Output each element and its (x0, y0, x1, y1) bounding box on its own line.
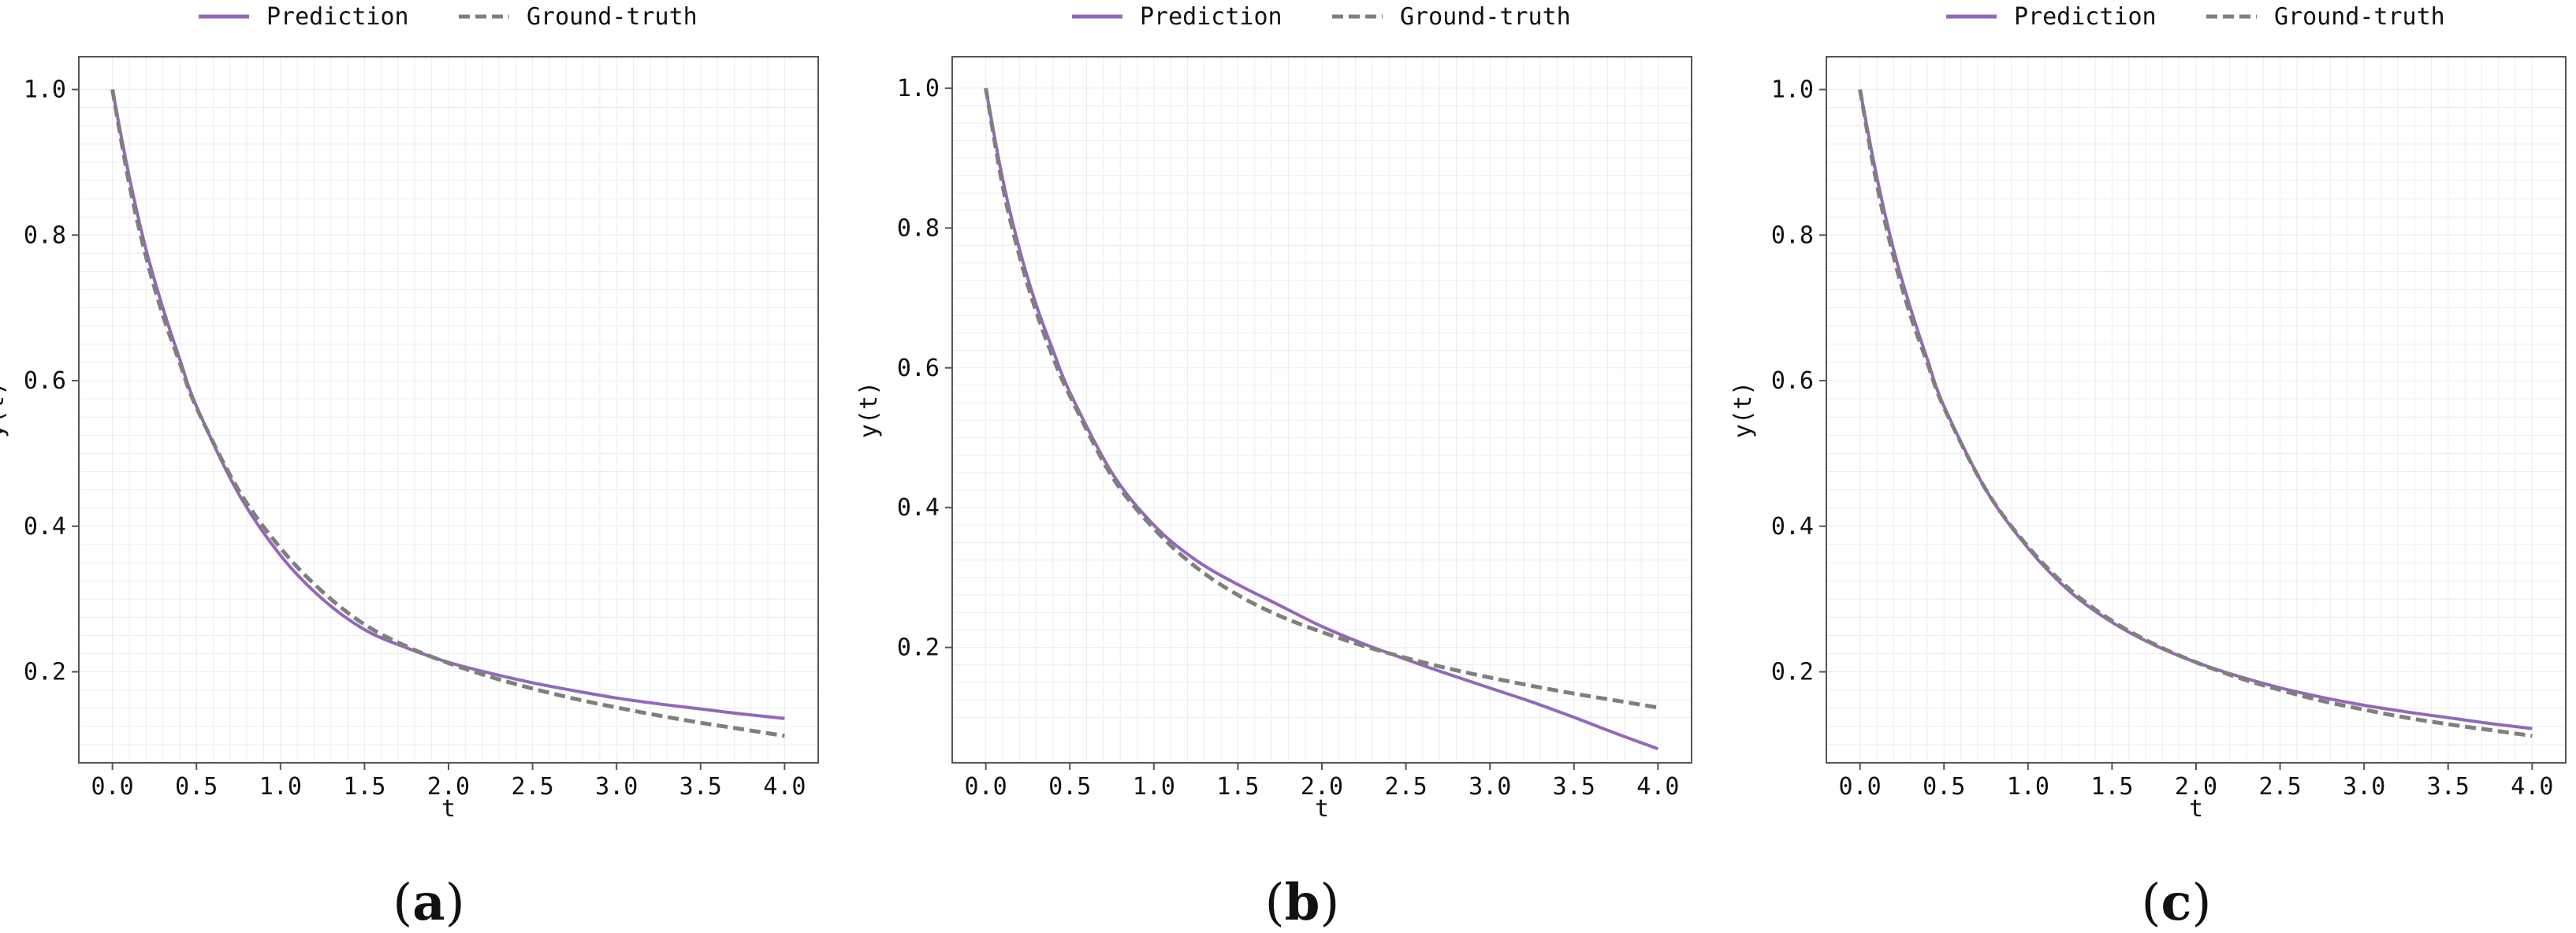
x-tick-label: 0.0 (1839, 773, 1882, 801)
x-tick-label: 1.5 (2090, 773, 2133, 801)
x-tick-label: 3.5 (679, 773, 722, 801)
x-tick-label: 2.5 (1384, 773, 1427, 801)
x-tick-label: 1.5 (343, 773, 385, 801)
y-tick-label: 1.0 (1771, 76, 1814, 104)
x-tick-label: 2.0 (1301, 773, 1343, 801)
y-tick-label: 0.2 (24, 659, 66, 686)
x-tick-label: 3.0 (2343, 773, 2385, 801)
grid (952, 57, 1692, 763)
legend-label-prediction: Prediction (2014, 3, 2157, 31)
y-tick-label: 0.2 (1771, 659, 1814, 686)
y-tick-label: 0.6 (1771, 367, 1814, 395)
grid (1826, 57, 2566, 763)
y-tick-label: 0.6 (897, 355, 940, 382)
x-tick-label: 1.0 (259, 773, 302, 801)
x-tick-label: 2.0 (2175, 773, 2217, 801)
x-tick-label: 2.5 (511, 773, 553, 801)
panel-caption: (b) (1265, 873, 1340, 932)
x-tick-label: 0.5 (175, 773, 218, 801)
chart-panel-a: Prediction Ground-truth 0.0 0.5 1.0 1.5 2.0 2.5… (0, 3, 819, 932)
x-tick-label: 3.5 (1553, 773, 1595, 801)
grid (79, 57, 818, 763)
legend: Prediction Ground-truth (1072, 3, 1571, 31)
y-tick-label: 1.0 (24, 76, 66, 104)
x-tick-label: 3.5 (2427, 773, 2470, 801)
y-axis-label: y(t) (855, 381, 883, 438)
panel-caption: (c) (2142, 873, 2212, 932)
x-tick-label: 2.5 (2258, 773, 2301, 801)
series-line-groundtruth (1858, 89, 2533, 738)
legend-label-prediction: Prediction (266, 3, 409, 31)
y-tick-label: 0.8 (1771, 221, 1814, 249)
chart-panel-c: Prediction Ground-truth 0.0 0.5 1.0 1.5 2.0 2.5… (1729, 3, 2567, 932)
x-tick-label: 4.0 (2511, 773, 2553, 801)
chart-panel-b: Prediction Ground-truth 0.0 0.5 1.0 1.5 2.0 2.5… (855, 3, 1692, 932)
x-axis-label: t (441, 795, 456, 823)
y-tick-label: 0.4 (1771, 513, 1814, 541)
panel-caption: (a) (393, 873, 464, 932)
x-tick-label: 0.0 (965, 773, 1007, 801)
y-tick-label: 0.4 (24, 513, 66, 541)
x-tick-label: 0.0 (91, 773, 134, 801)
x-tick-label: 2.0 (427, 773, 470, 801)
x-tick-label: 1.0 (1133, 773, 1175, 801)
y-tick-label: 0.2 (897, 634, 940, 662)
legend: Prediction Ground-truth (199, 3, 698, 31)
y-axis-label: y(t) (0, 381, 9, 438)
x-tick-label: 3.0 (595, 773, 638, 801)
x-tick-label: 0.5 (1923, 773, 1965, 801)
x-tick-label: 4.0 (1636, 773, 1679, 801)
x-axis-label: t (1315, 795, 1329, 823)
series-line-groundtruth (110, 89, 785, 738)
series-line-prediction (110, 89, 785, 720)
legend: Prediction Ground-truth (1946, 3, 2445, 31)
x-axis-label: t (2189, 795, 2203, 823)
legend-label-groundtruth: Ground-truth (2274, 3, 2445, 31)
y-tick-label: 1.0 (897, 75, 940, 102)
y-tick-label: 0.4 (897, 494, 940, 522)
series-line-prediction (984, 87, 1659, 751)
legend-label-prediction: Prediction (1140, 3, 1282, 31)
series-line-groundtruth (984, 87, 1658, 710)
x-tick-label: 4.0 (763, 773, 806, 801)
x-tick-label: 1.5 (1216, 773, 1259, 801)
x-tick-label: 3.0 (1469, 773, 1511, 801)
x-tick-label: 0.5 (1048, 773, 1091, 801)
y-axis-label: y(t) (1729, 381, 1757, 438)
y-tick-label: 0.6 (24, 367, 66, 395)
legend-label-groundtruth: Ground-truth (527, 3, 698, 31)
y-tick-label: 0.8 (24, 221, 66, 249)
x-tick-label: 1.0 (2007, 773, 2049, 801)
y-tick-label: 0.8 (897, 214, 940, 242)
legend-label-groundtruth: Ground-truth (1400, 3, 1571, 31)
